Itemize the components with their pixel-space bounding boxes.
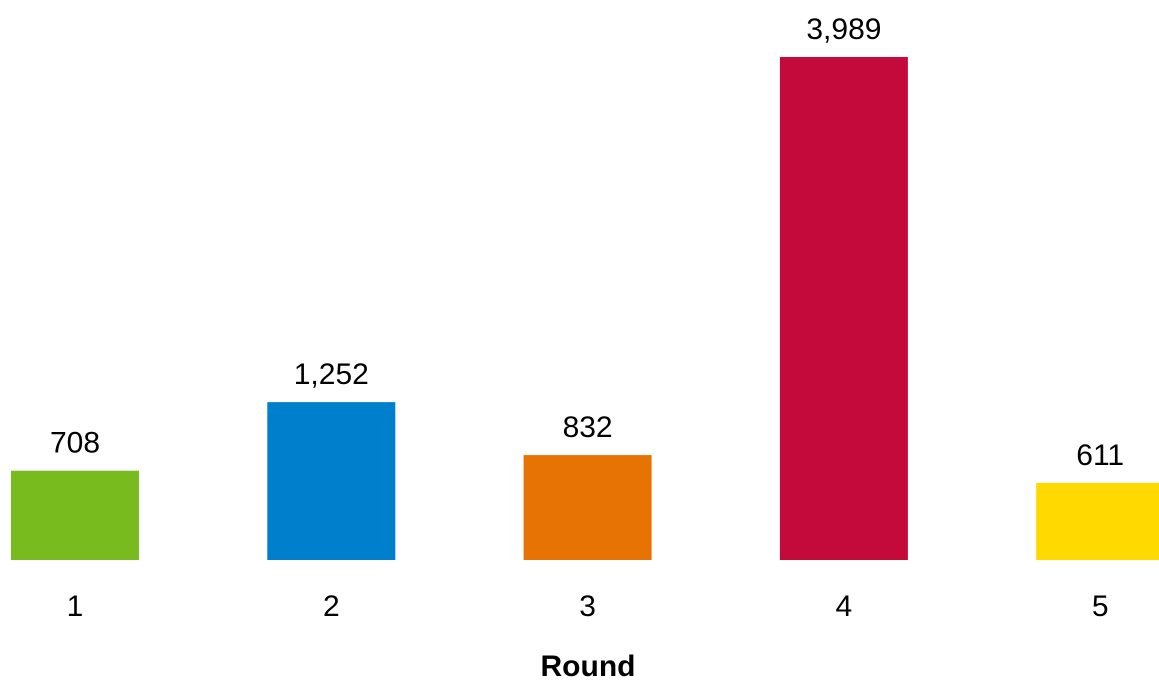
x-tick-label: 3 xyxy=(579,590,596,623)
x-tick-label: 2 xyxy=(323,590,340,623)
bar xyxy=(267,402,396,560)
bar xyxy=(11,470,139,560)
x-tick-label: 4 xyxy=(836,590,853,623)
bar xyxy=(779,57,908,560)
value-label: 832 xyxy=(563,411,613,444)
x-tick-label: 5 xyxy=(1092,590,1109,623)
value-label: 708 xyxy=(50,427,100,460)
value-label: 1,252 xyxy=(294,358,369,391)
bar xyxy=(523,455,652,560)
x-tick-label: 1 xyxy=(67,590,84,623)
value-label: 3,989 xyxy=(806,13,881,46)
bar xyxy=(1036,482,1159,560)
x-axis-title: Round xyxy=(541,650,636,683)
value-label: 611 xyxy=(1076,439,1124,472)
